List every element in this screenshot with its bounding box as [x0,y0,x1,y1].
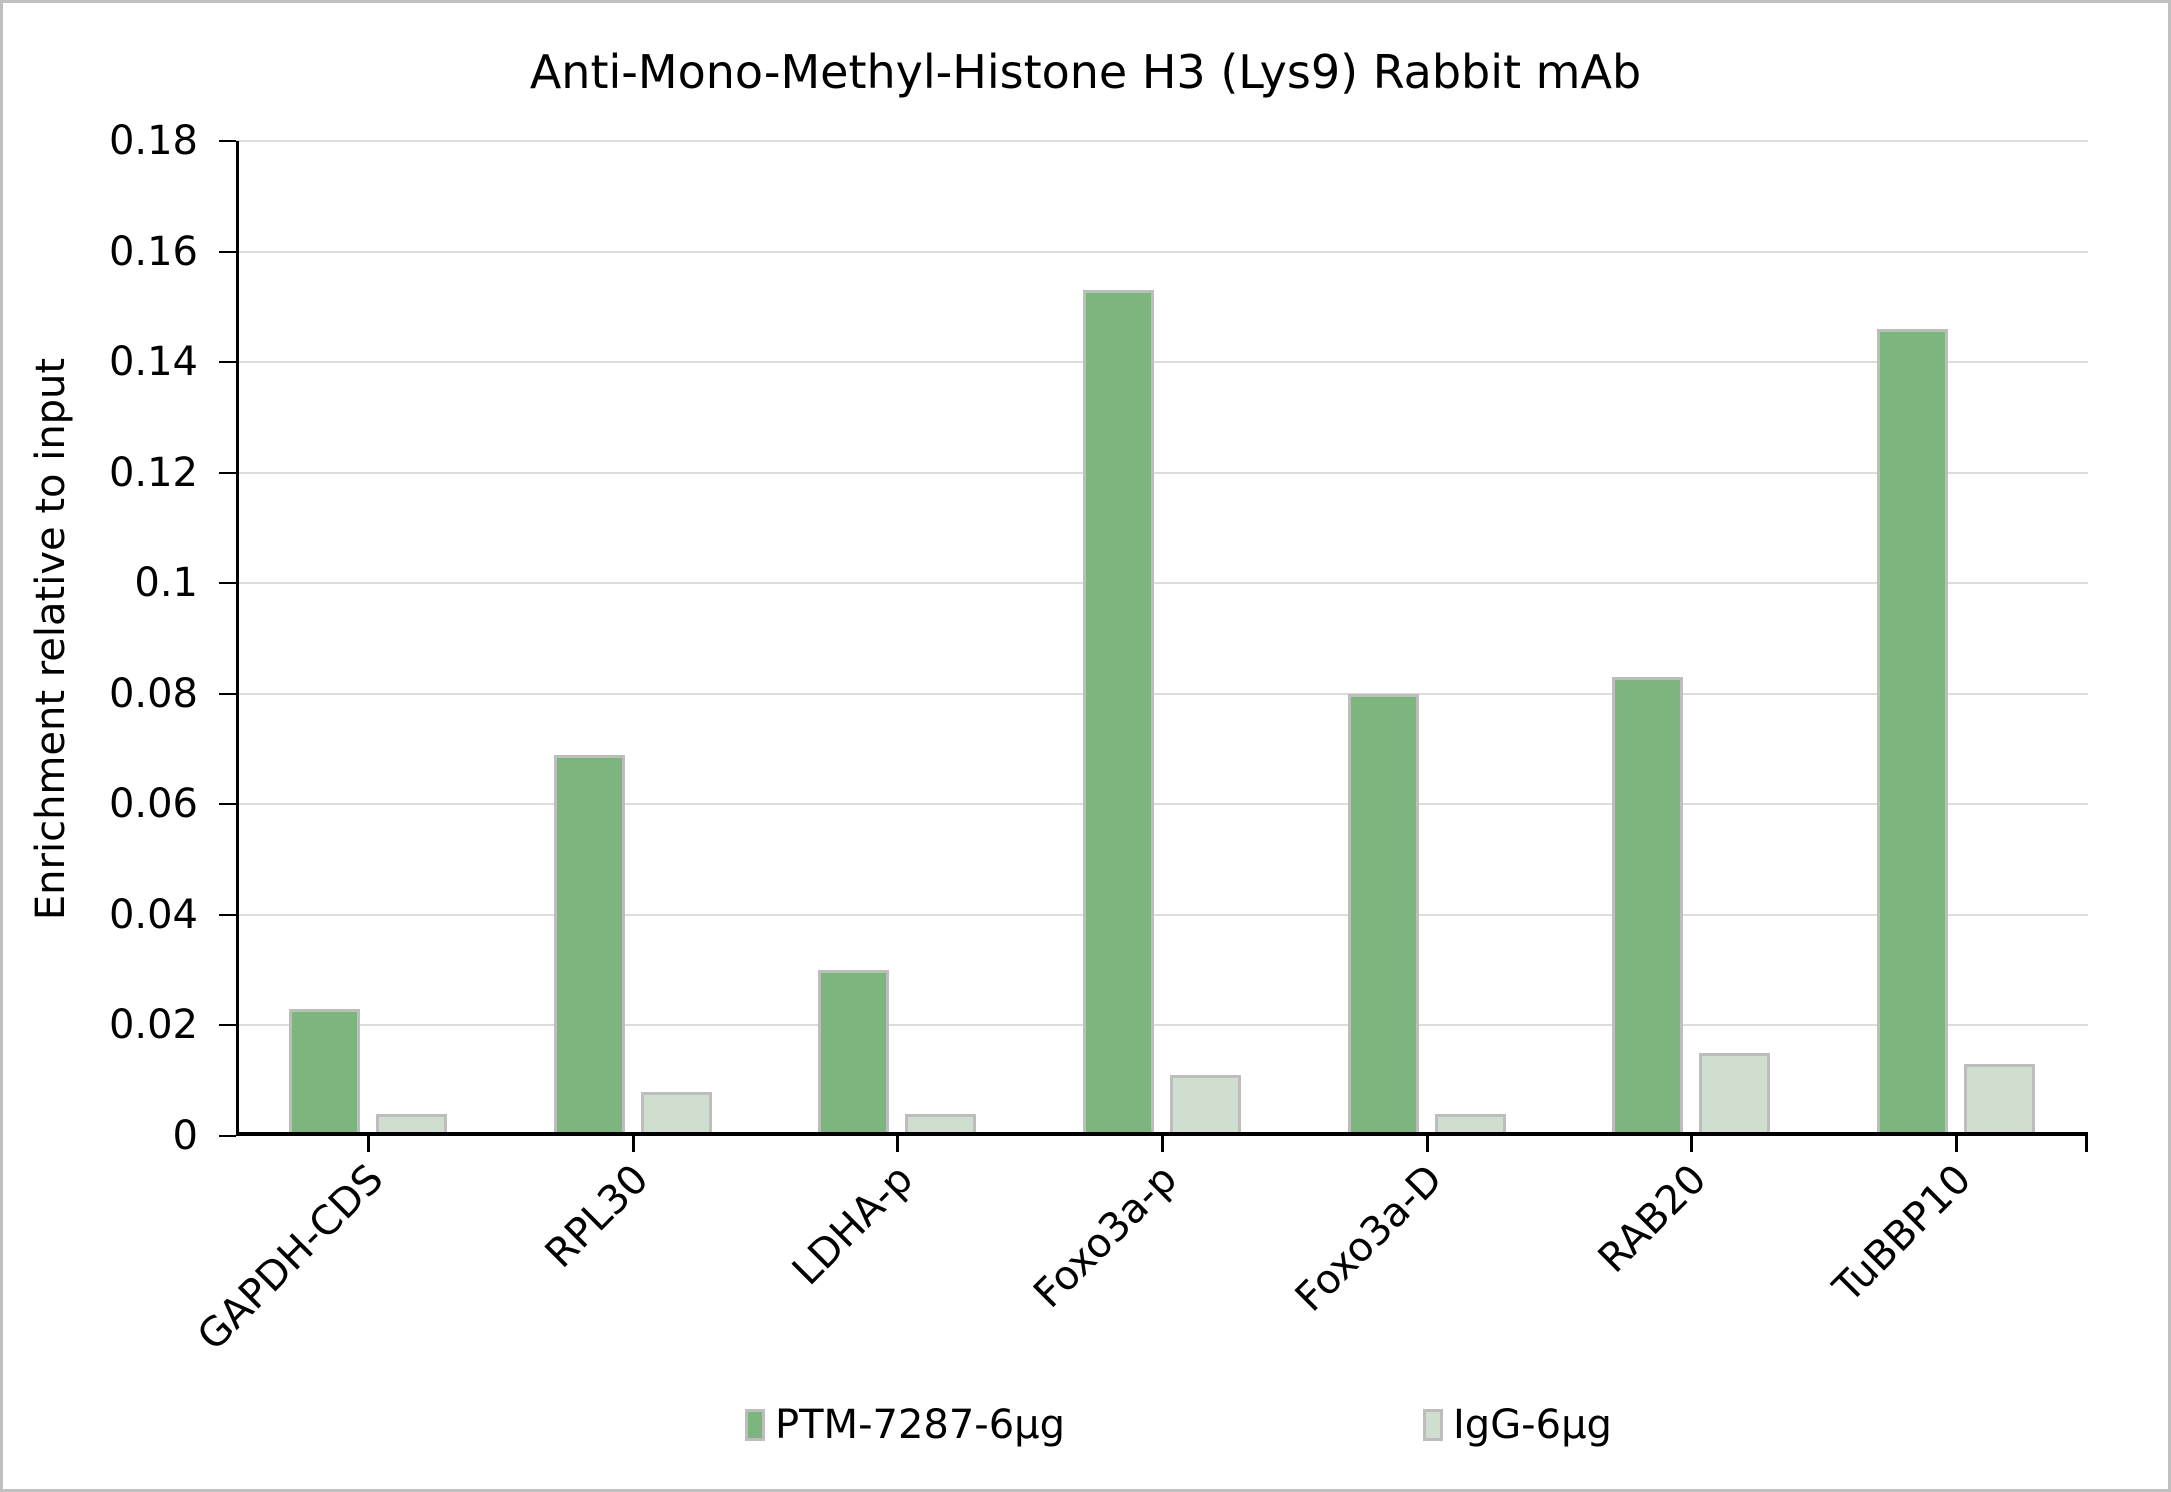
y-gridline [236,251,2088,253]
bar-IgG-6µg-RAB20 [1699,1053,1770,1136]
legend-label: PTM-7287-6µg [775,1402,1066,1448]
y-tick [219,914,236,916]
x-tick-label: GAPDH-CDS [188,1156,393,1360]
y-gridline [236,361,2088,363]
y-tick-label: 0.1 [134,560,198,606]
bar-PTM-7287-6µg-RPL30 [554,755,625,1136]
y-gridline [236,914,2088,916]
y-tick-label: 0.04 [108,892,198,938]
bar-IgG-6µg-Foxo3a-p [1170,1075,1241,1136]
y-tick-label: 0.06 [108,781,198,827]
x-tick [1161,1136,1164,1152]
y-gridline [236,1024,2088,1026]
x-axis-end-tick [2085,1136,2088,1152]
y-tick [219,1024,236,1026]
y-gridline [236,582,2088,584]
bar-PTM-7287-6µg-Foxo3a-D [1348,694,1419,1136]
legend-label: IgG-6µg [1453,1402,1612,1448]
chart-title: Anti-Mono-Methyl-Histone H3 (Lys9) Rabbi… [529,45,1642,99]
bar-IgG-6µg-LDHA-p [905,1114,976,1136]
y-tick-label: 0.18 [108,118,198,164]
y-tick [219,803,236,805]
x-tick [367,1136,370,1152]
y-tick-label: 0.08 [108,671,198,717]
x-tick-label: Foxo3a-p [1025,1156,1187,1317]
bar-IgG-6µg-TuBBP10 [1964,1064,2035,1136]
legend-swatch-PTM-7287-6µg [745,1409,765,1441]
x-tick-label: Foxo3a-D [1286,1156,1452,1321]
y-tick [219,361,236,363]
bar-PTM-7287-6µg-LDHA-p [818,970,889,1136]
legend-item: PTM-7287-6µg [745,1401,1065,1449]
x-tick [1955,1136,1958,1152]
y-tick [219,140,236,142]
x-tick-label: RAB20 [1589,1156,1716,1282]
legend-item: IgG-6µg [1423,1401,1612,1449]
y-gridline [236,803,2088,805]
y-tick-label: 0.12 [108,450,198,496]
y-tick [219,251,236,253]
y-tick [219,472,236,474]
y-gridline [236,140,2088,142]
bar-IgG-6µg-GAPDH-CDS [376,1114,447,1136]
bar-IgG-6µg-RPL30 [641,1092,712,1136]
plot-area [236,141,2088,1136]
x-tick [632,1136,635,1152]
y-tick [219,582,236,584]
y-axis-label: Enrichment relative to input [28,357,74,921]
y-tick-label: 0.02 [108,1002,198,1048]
x-tick [1690,1136,1693,1152]
y-tick-label: 0.14 [108,339,198,385]
y-gridline [236,472,2088,474]
y-gridline [236,693,2088,695]
bar-PTM-7287-6µg-Foxo3a-p [1083,290,1154,1136]
bar-PTM-7287-6µg-GAPDH-CDS [289,1009,360,1136]
y-tick-label: 0.16 [108,229,198,275]
x-tick [1426,1136,1429,1152]
y-tick-label: 0 [172,1113,198,1159]
y-tick [219,693,236,695]
x-tick-label: RPL30 [536,1156,658,1277]
x-tick-label: LDHA-p [783,1156,922,1295]
x-tick-label: TuBBP10 [1825,1156,1981,1312]
legend-swatch-IgG-6µg [1423,1409,1443,1441]
x-tick [896,1136,899,1152]
y-tick [219,1135,236,1137]
bar-IgG-6µg-Foxo3a-D [1435,1114,1506,1136]
bar-PTM-7287-6µg-RAB20 [1612,677,1683,1136]
bar-PTM-7287-6µg-TuBBP10 [1877,329,1948,1136]
